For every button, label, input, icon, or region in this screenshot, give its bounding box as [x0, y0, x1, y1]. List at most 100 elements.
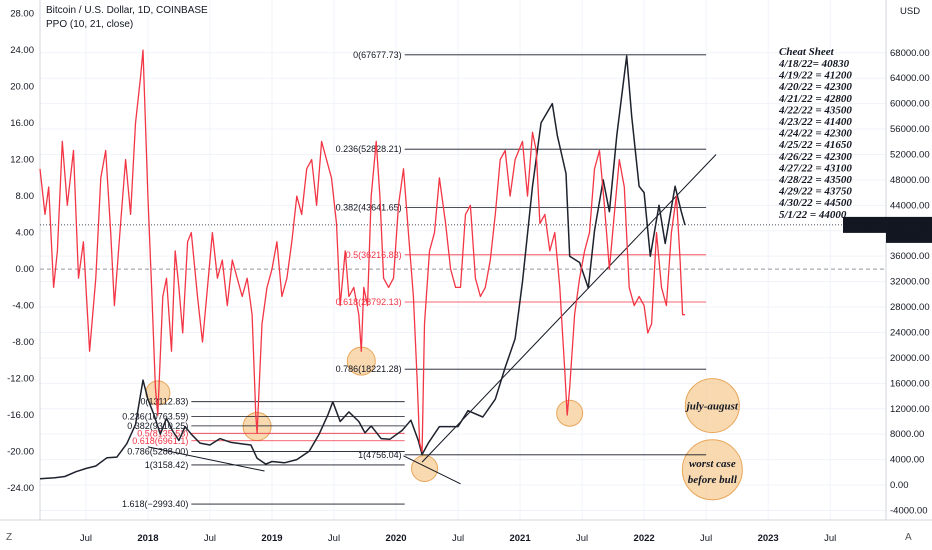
x-tick-label: 2023	[758, 533, 779, 544]
right-tick-label: 32000.00	[890, 277, 930, 288]
ppo-line	[39, 49, 685, 453]
fib-level-label: 0.618(28792.13)	[336, 297, 402, 307]
left-tick-label: 20.00	[10, 82, 34, 93]
right-tick-label: 44000.00	[890, 200, 930, 211]
x-tick-label: 2018	[137, 533, 158, 544]
cheat-sheet-line: 4/26/22 = 42300	[778, 151, 852, 163]
x-tick-label: Jul	[824, 533, 836, 544]
left-tick-label: 8.00	[16, 191, 35, 202]
x-tick-label: Jul	[452, 533, 464, 544]
fib-level-label: 0.5(36216.83)	[346, 250, 402, 260]
x-tick-label: Jul	[576, 533, 588, 544]
price-line	[39, 55, 686, 480]
left-tick-label: 4.00	[16, 228, 35, 239]
fib-level-label: 0.236(52828.21)	[336, 144, 402, 154]
left-tick-label: 28.00	[10, 9, 34, 20]
trendline	[421, 154, 717, 463]
highlight-circles	[145, 346, 743, 501]
fib-level-label: 0(67677.73)	[353, 50, 402, 60]
auto-scale-button[interactable]: A	[905, 532, 912, 543]
highlight-circle	[411, 455, 439, 483]
cheat-sheet-line: 4/19/22 = 41200	[778, 70, 852, 82]
timezone-button[interactable]: Z	[6, 532, 13, 543]
right-tick-label: 36000.00	[890, 251, 930, 262]
indicator-label: PPO (10, 21, close)	[46, 19, 134, 30]
x-tick-label: Jul	[700, 533, 712, 544]
cheat-sheet-line: 4/28/22 = 43500	[778, 174, 852, 186]
right-tick-label: 28000.00	[890, 302, 930, 313]
highlight-circle	[556, 399, 584, 427]
x-tick-label: Jul	[80, 533, 92, 544]
left-tick-label: -24.00	[7, 483, 34, 494]
highlight-circle	[684, 378, 740, 434]
right-tick-label: 68000.00	[890, 48, 930, 59]
trendline	[403, 455, 461, 485]
right-tick-label: 8000.00	[890, 429, 924, 440]
right-tick-label: 16000.00	[890, 378, 930, 389]
x-tick-label: 2019	[261, 533, 282, 544]
right-tick-label: 52000.00	[890, 149, 930, 160]
fib-level-label: 0.786(5288.00)	[127, 446, 188, 456]
trendlines	[40, 154, 886, 485]
fib-level-label: 1(4756.04)	[358, 450, 402, 460]
left-tick-label: -16.00	[7, 410, 34, 421]
fib-level-label: 0.382(43641.65)	[336, 203, 402, 213]
right-tick-label: 64000.00	[890, 73, 930, 84]
chart-title: Bitcoin / U.S. Dollar, 1D, COINBASE	[46, 5, 208, 16]
price-tag-value: 40923.16	[889, 221, 929, 232]
fib-level-label: 0.5(8135.53)	[137, 428, 188, 438]
left-tick-label: 24.00	[10, 45, 34, 56]
price-tag-bg	[886, 216, 932, 243]
cheat-sheet-line: 5/1/22 = 44000	[779, 209, 847, 221]
cheat-sheet-line: 4/22/22 = 43500	[778, 104, 852, 116]
cheat-sheet-line: 4/21/22 = 42800	[778, 93, 852, 105]
cheat-sheet-line: 4/25/22 = 41650	[778, 139, 852, 151]
cheat-sheet-line: 4/24/22 = 42300	[778, 128, 852, 140]
cheat-sheet-line: 4/23/22 = 41400	[778, 116, 852, 128]
left-tick-label: 0.00	[16, 264, 35, 275]
right-tick-label: 60000.00	[890, 99, 930, 110]
series	[39, 49, 686, 480]
before-bull-note: before bull	[688, 474, 738, 486]
right-axis-unit: USD	[900, 6, 920, 17]
right-tick-label: 12000.00	[890, 404, 930, 415]
july-august-note: july-august	[685, 401, 739, 413]
chart-header: Bitcoin / U.S. Dollar, 1D, COINBASE PPO …	[46, 4, 208, 32]
symbol-tag-label: BTCUSD	[844, 221, 883, 232]
fib-level-label: 1.618(−2993.40)	[122, 499, 188, 509]
symbol-tag-bg	[843, 216, 886, 233]
x-tick-label: Jul	[204, 533, 216, 544]
left-tick-label: -8.00	[12, 337, 34, 348]
grid	[40, 0, 886, 520]
fib-level-label: 0.786(18221.28)	[336, 364, 402, 374]
left-tick-label: 12.00	[10, 155, 34, 166]
left-tick-label: 16.00	[10, 118, 34, 129]
x-tick-label: 2021	[509, 533, 531, 544]
cheat-sheet-title: Cheat Sheet	[779, 46, 835, 58]
cheat-sheet-line: 4/29/22 = 43750	[778, 186, 852, 198]
right-tick-label: -4000.00	[890, 505, 928, 516]
right-tick-label: 48000.00	[890, 175, 930, 186]
right-tick-label: 24000.00	[890, 327, 930, 338]
left-tick-label: -20.00	[7, 447, 34, 458]
right-tick-label: 20000.00	[890, 353, 930, 364]
worst-case-note: worst case	[689, 458, 736, 470]
cheat-sheet-line: 4/27/22 = 43100	[778, 162, 852, 174]
right-tick-label: 56000.00	[890, 124, 930, 135]
x-tick-label: 2022	[634, 533, 655, 544]
cheat-sheet-line: 4/30/22 = 44500	[778, 197, 852, 209]
cheat-sheet-line: 4/20/22 = 42300	[778, 81, 852, 93]
fib-level-label: 1(3158.42)	[145, 460, 189, 470]
right-tick-label: 0.00	[890, 480, 909, 491]
trendline	[147, 446, 265, 472]
x-tick-label: 2020	[385, 533, 406, 544]
cheat-sheet-line: 4/18/22= 40830	[778, 58, 850, 70]
right-tick-label: 4000.00	[890, 455, 924, 466]
fib-level-label: 0(13112.83)	[140, 397, 188, 407]
price-tag-countdown: 10:40:11	[889, 232, 925, 243]
fib-level-label: 0.618(6961.1)	[132, 436, 188, 446]
